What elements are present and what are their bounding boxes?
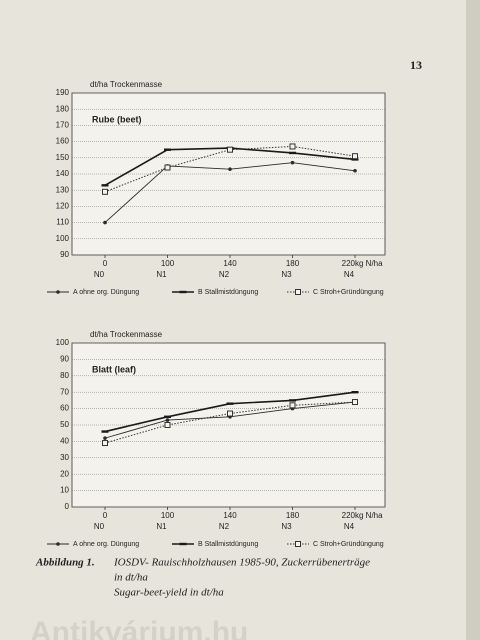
marker [103, 220, 107, 225]
y-axis-label: dt/ha Trockenmasse [90, 330, 163, 339]
y-tick-label: 100 [56, 338, 70, 347]
x-tick-label: 140 [223, 511, 237, 520]
y-tick-label: 70 [60, 387, 69, 396]
x-sublabel: N1 [156, 270, 167, 279]
x-sublabel: N0 [94, 522, 105, 531]
marker [289, 399, 296, 402]
y-tick-label: 140 [56, 169, 70, 178]
marker [351, 158, 359, 161]
y-tick-label: 50 [60, 420, 69, 429]
x-tick-label: 180 [286, 259, 300, 268]
y-tick-label: 90 [60, 250, 69, 259]
marker [164, 422, 171, 428]
y-tick-label: 0 [65, 502, 70, 511]
page-edge [466, 0, 480, 640]
legend-label: A ohne org. Düngung [73, 289, 139, 296]
marker [101, 184, 109, 187]
x-tick-label: 220 [342, 259, 356, 268]
y-tick-label: 180 [56, 104, 70, 113]
marker [102, 440, 108, 447]
x-tick-label: 0 [103, 259, 108, 268]
x-sublabel: N2 [219, 270, 230, 279]
x-tick-label: 220 [342, 511, 356, 520]
y-axis-label: dt/ha Trockenmasse [90, 80, 163, 89]
marker [351, 391, 359, 394]
plot-title: Rube (beet) [92, 114, 142, 124]
marker [295, 289, 301, 295]
y-tick-label: 10 [60, 486, 69, 495]
marker [165, 418, 170, 422]
y-tick-label: 190 [56, 88, 70, 97]
x-axis-label: kg N/ha [355, 511, 383, 520]
x-sublabel: N4 [344, 522, 355, 531]
marker [227, 410, 233, 417]
y-tick-label: 60 [60, 404, 69, 413]
marker [179, 542, 187, 546]
x-tick-label: 100 [161, 511, 175, 520]
caption: Sugar-beet-yield in dt/ha [114, 587, 224, 599]
y-tick-label: 160 [56, 137, 70, 146]
caption: IOSDV- Rauischholzhausen 1985-90, Zucker… [113, 557, 370, 569]
marker [101, 430, 109, 433]
y-tick-label: 120 [56, 202, 70, 211]
y-tick-label: 110 [56, 218, 69, 227]
marker [289, 143, 296, 150]
marker [179, 290, 187, 294]
marker [353, 168, 357, 173]
x-tick-label: 100 [161, 259, 175, 268]
legend-label: C Stroh+Gründüngung [313, 541, 384, 548]
legend-label: C Stroh+Gründüngung [313, 289, 384, 296]
page-number: 13 [410, 58, 422, 72]
marker [103, 436, 107, 440]
marker [227, 146, 233, 153]
marker [102, 188, 108, 195]
y-tick-label: 100 [56, 234, 70, 243]
y-tick-label: 80 [60, 371, 69, 380]
marker [352, 399, 358, 406]
y-tick-label: 130 [56, 185, 70, 194]
x-tick-label: 140 [223, 259, 237, 268]
x-sublabel: N4 [344, 270, 355, 279]
x-sublabel: N1 [156, 522, 167, 531]
x-sublabel: N0 [94, 270, 105, 279]
marker [56, 542, 60, 546]
legend-label: B Stallmistdüngung [198, 541, 258, 548]
marker [290, 160, 295, 165]
y-tick-label: 90 [60, 355, 69, 364]
legend-label: A ohne org. Düngung [73, 541, 139, 548]
marker [352, 153, 358, 160]
y-tick-label: 170 [56, 121, 70, 130]
x-tick-label: 0 [103, 511, 108, 520]
marker [289, 151, 296, 155]
y-tick-label: 40 [60, 437, 69, 446]
x-tick-label: 180 [286, 511, 300, 520]
y-tick-label: 150 [56, 153, 70, 162]
x-axis-label: kg N/ha [355, 259, 383, 268]
marker [289, 402, 296, 409]
marker [228, 167, 232, 171]
x-sublabel: N3 [281, 522, 292, 531]
marker [164, 415, 171, 418]
marker [56, 290, 60, 294]
marker [226, 402, 234, 405]
series-line [104, 401, 356, 444]
marker [295, 541, 301, 547]
caption: in dt/ha [114, 572, 148, 584]
x-sublabel: N2 [219, 522, 230, 531]
x-sublabel: N3 [281, 270, 292, 279]
plot-title: Blatt (leaf) [92, 364, 136, 374]
marker [164, 164, 171, 171]
caption-label: Abbildung 1. [35, 557, 95, 569]
watermark: Antikvárium.hu [30, 616, 248, 640]
marker [164, 148, 171, 151]
y-tick-label: 30 [60, 453, 69, 462]
legend-label: B Stallmistdüngung [198, 289, 258, 296]
y-tick-label: 20 [60, 469, 69, 478]
